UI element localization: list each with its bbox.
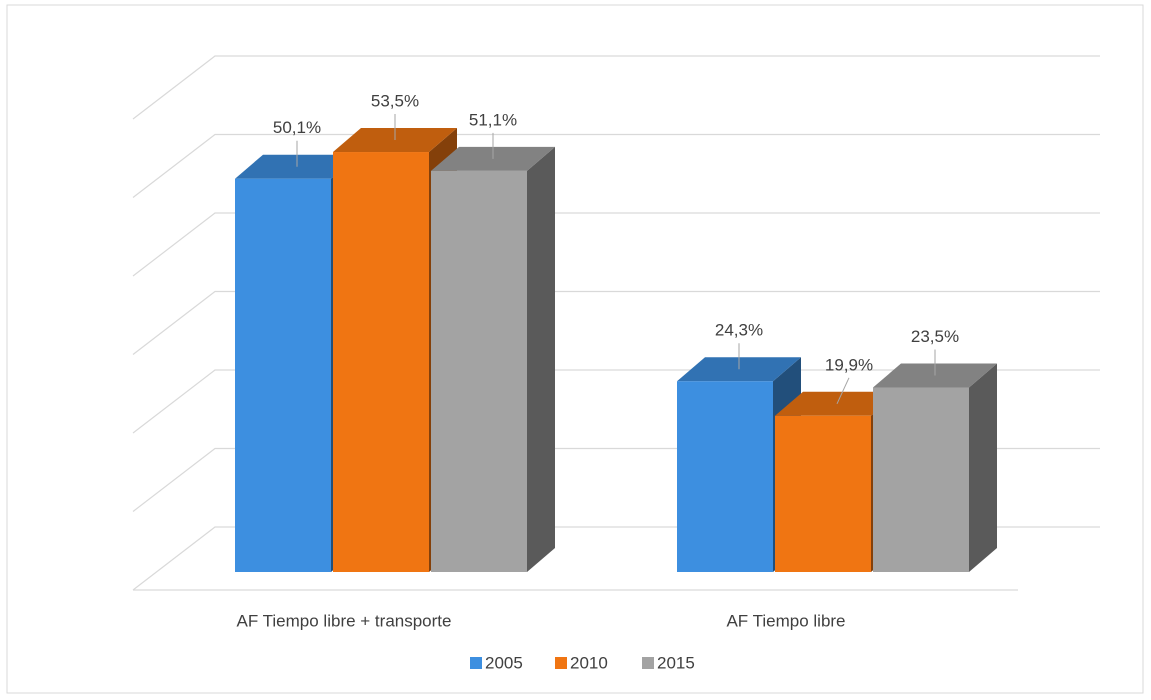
bar [873, 387, 969, 572]
legend-swatch [555, 657, 567, 669]
data-label: 50,1% [273, 118, 321, 137]
data-label: 53,5% [371, 92, 419, 111]
leader-line [836, 377, 850, 404]
data-label: 19,9% [825, 355, 873, 374]
bar [235, 178, 331, 572]
legend-swatch [470, 657, 482, 669]
bar [431, 170, 527, 573]
grid-line [132, 212, 1100, 277]
x-tick-label: AF Tiempo libre [726, 611, 845, 630]
legend-label: 2005 [485, 653, 523, 672]
data-label: 23,5% [911, 327, 959, 346]
grid-line [132, 133, 1100, 198]
bar [333, 152, 429, 572]
bar [775, 415, 871, 572]
grid-line [132, 55, 1100, 120]
grid-line [132, 290, 1100, 355]
data-label: 51,1% [469, 110, 517, 129]
bar [677, 381, 773, 572]
chart-border [6, 4, 1144, 694]
bar-side [969, 363, 997, 572]
legend-label: 2010 [570, 653, 608, 672]
data-label: 24,3% [715, 321, 763, 340]
legend-label: 2015 [657, 653, 695, 672]
grid-line [132, 369, 1100, 434]
bar-side [527, 146, 555, 573]
x-tick-label: AF Tiempo libre + transporte [237, 611, 452, 630]
legend-swatch [642, 657, 654, 669]
